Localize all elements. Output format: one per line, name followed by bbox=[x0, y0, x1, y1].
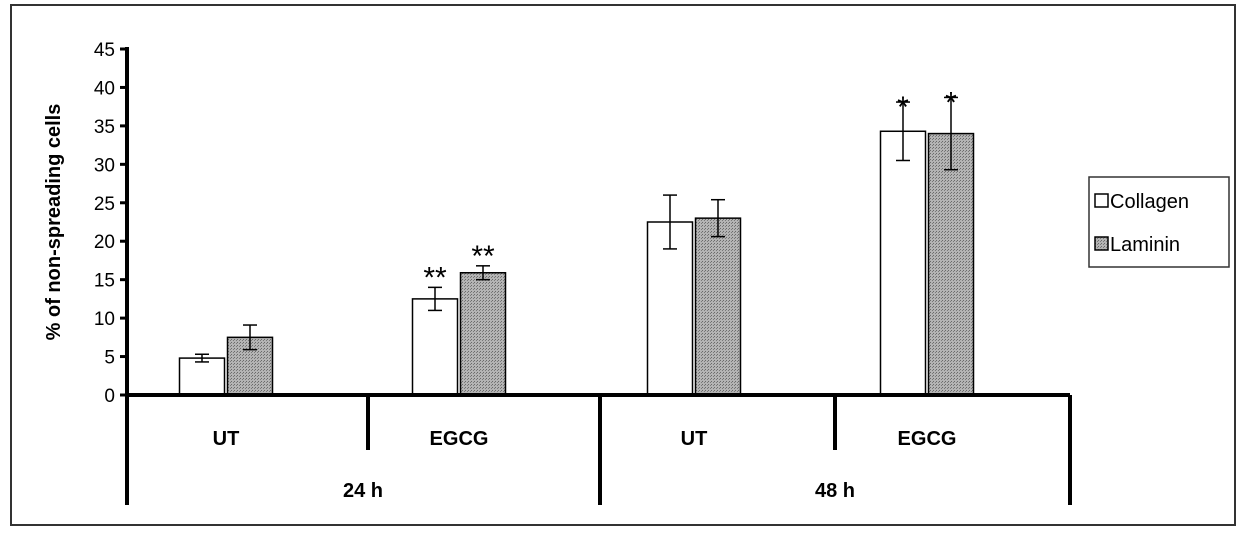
y-tick-label: 35 bbox=[94, 117, 115, 138]
y-tick-label: 40 bbox=[94, 78, 115, 99]
significance-marker: ** bbox=[471, 240, 495, 273]
chart-frame bbox=[10, 4, 1236, 526]
bar-collagen-1 bbox=[178, 357, 226, 396]
significance-marker: * bbox=[945, 86, 957, 119]
x-category-label: UT bbox=[681, 428, 708, 450]
y-tick-label: 20 bbox=[94, 232, 115, 253]
legend-swatch-laminin bbox=[1094, 236, 1109, 251]
y-tick-label: 15 bbox=[94, 271, 115, 292]
bar-laminin-2 bbox=[459, 271, 507, 396]
x-axis: UT EGCG UT EGCG 24 h 48 h bbox=[125, 393, 1072, 505]
y-tick-label: 0 bbox=[104, 386, 115, 407]
legend-label-collagen: Collagen bbox=[1110, 191, 1189, 213]
x-category-label: EGCG bbox=[430, 428, 489, 450]
legend-box bbox=[1088, 176, 1230, 268]
bar-collagen-4 bbox=[879, 130, 927, 396]
bar-laminin-3 bbox=[694, 217, 742, 396]
y-axis: 0 5 10 15 20 25 30 35 40 45 bbox=[94, 40, 129, 407]
bar-collagen-3 bbox=[646, 221, 694, 396]
legend-label-laminin: Laminin bbox=[1110, 234, 1180, 256]
x-group-label: 48 h bbox=[815, 480, 855, 502]
y-tick-label: 10 bbox=[94, 309, 115, 330]
y-tick-label: 5 bbox=[104, 348, 115, 369]
y-tick-label: 25 bbox=[94, 194, 115, 215]
y-tick-label: 30 bbox=[94, 155, 115, 176]
significance-marker: * bbox=[897, 91, 909, 124]
y-axis-label: % of non-spreading cells bbox=[43, 104, 65, 341]
x-category-label: EGCG bbox=[898, 428, 957, 450]
x-group-label: 24 h bbox=[343, 480, 383, 502]
legend: Collagen Laminin bbox=[1088, 176, 1230, 268]
y-tick-label: 45 bbox=[94, 40, 115, 61]
bar-laminin-4 bbox=[927, 132, 975, 396]
bar-collagen-2 bbox=[411, 298, 459, 396]
significance-marker: ** bbox=[423, 261, 447, 294]
legend-swatch-collagen bbox=[1094, 193, 1109, 208]
bars: ***** * bbox=[178, 86, 975, 396]
x-category-label: UT bbox=[213, 428, 240, 450]
